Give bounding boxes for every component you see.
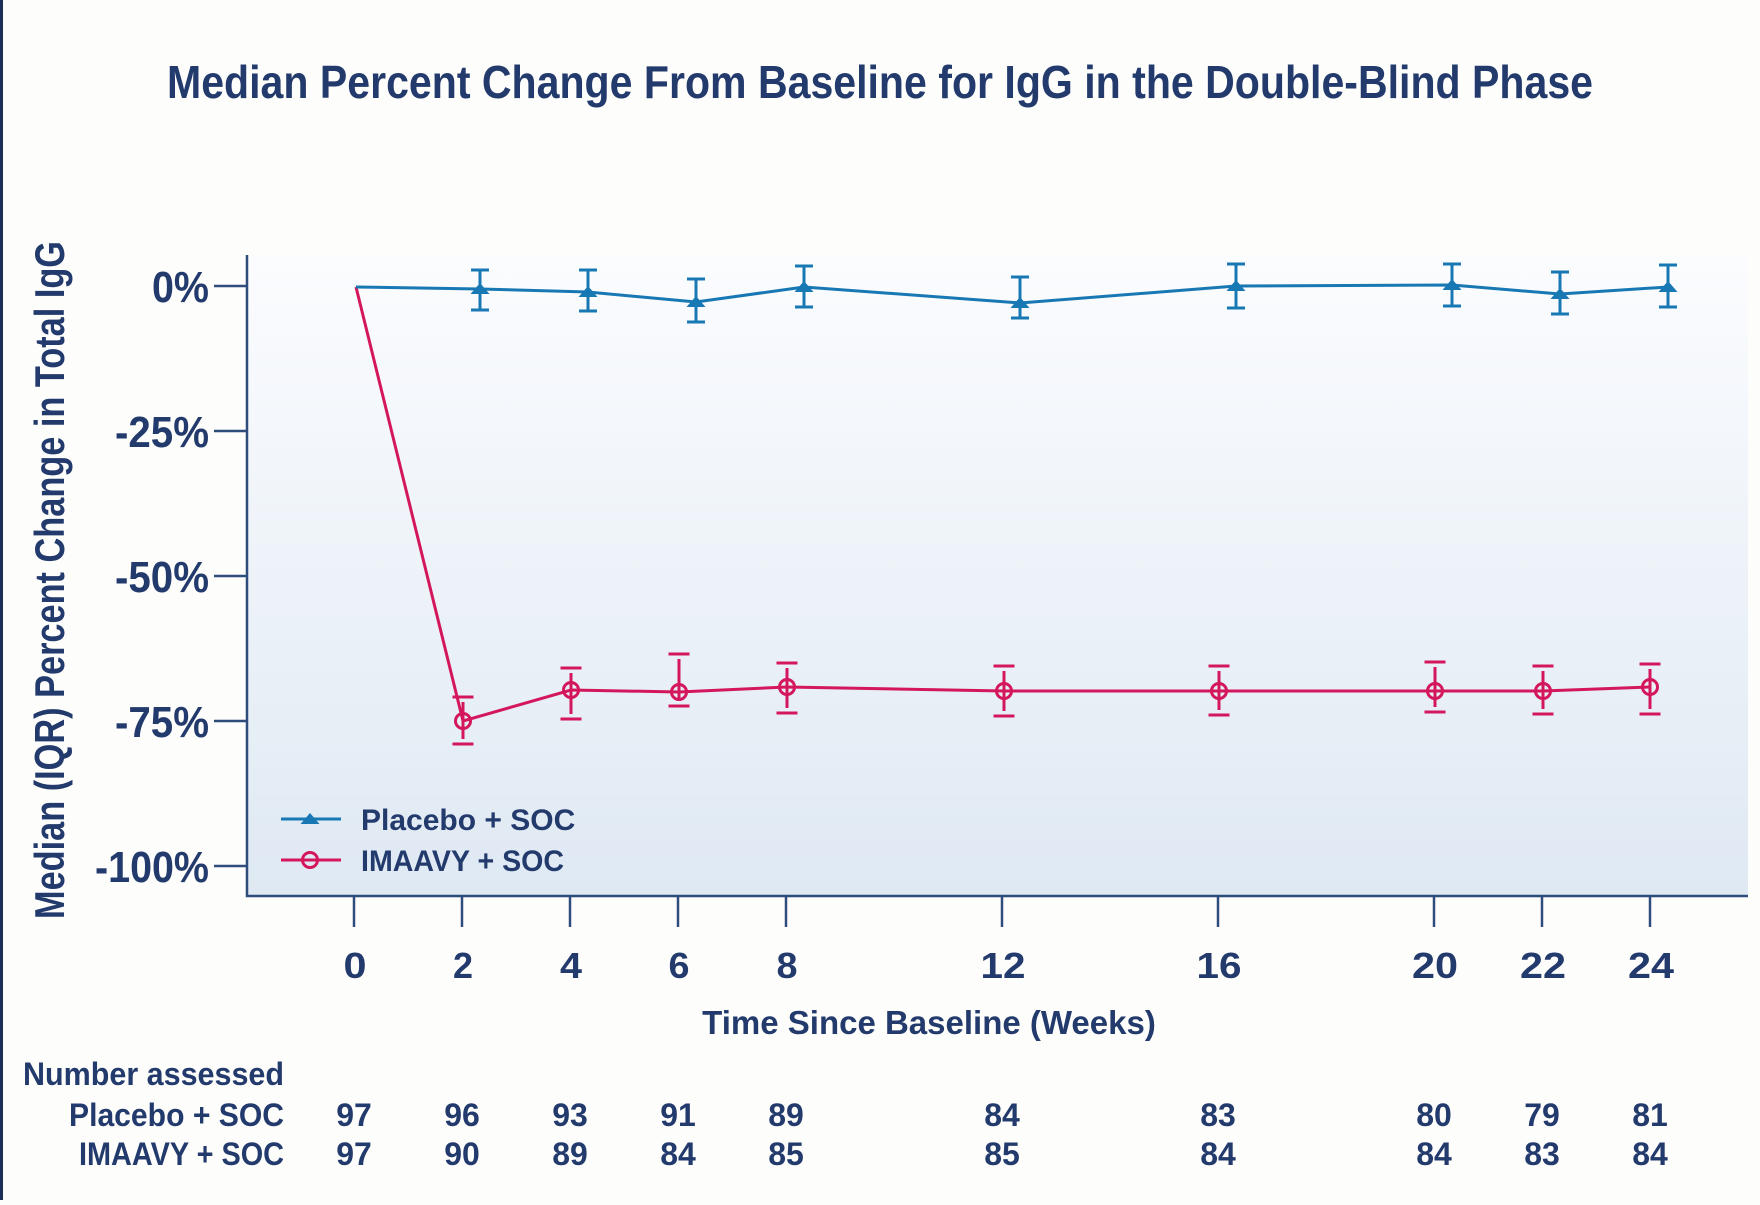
svg-text:84: 84	[1632, 1136, 1668, 1172]
svg-text:0%: 0%	[152, 263, 209, 312]
svg-text:81: 81	[1632, 1097, 1668, 1133]
svg-text:91: 91	[660, 1097, 696, 1133]
svg-text:93: 93	[552, 1097, 588, 1133]
svg-text:83: 83	[1524, 1136, 1560, 1172]
svg-text:84: 84	[1416, 1136, 1452, 1172]
svg-text:Median (IQR) Percent Change in: Median (IQR) Percent Change in Total IgG	[26, 241, 73, 919]
svg-text:IMAAVY + SOC: IMAAVY + SOC	[79, 1136, 284, 1172]
svg-text:97: 97	[336, 1136, 372, 1172]
svg-text:97: 97	[336, 1097, 372, 1133]
svg-text:85: 85	[768, 1136, 804, 1172]
svg-text:20: 20	[1412, 945, 1458, 986]
svg-text:16: 16	[1197, 945, 1242, 986]
svg-text:-100%: -100%	[95, 843, 209, 892]
svg-text:8: 8	[777, 945, 798, 986]
svg-text:24: 24	[1628, 945, 1674, 986]
svg-text:6: 6	[669, 945, 690, 986]
svg-text:89: 89	[768, 1097, 804, 1133]
svg-text:-25%: -25%	[115, 408, 209, 457]
svg-text:84: 84	[984, 1097, 1020, 1133]
svg-text:Placebo + SOC: Placebo + SOC	[69, 1097, 284, 1133]
svg-text:-50%: -50%	[115, 553, 209, 602]
svg-text:83: 83	[1200, 1097, 1236, 1133]
svg-text:Time Since Baseline (Weeks): Time Since Baseline (Weeks)	[702, 1004, 1156, 1041]
svg-text:Number assessed: Number assessed	[23, 1056, 284, 1092]
svg-text:4: 4	[560, 945, 582, 986]
svg-text:80: 80	[1416, 1097, 1452, 1133]
svg-text:79: 79	[1524, 1097, 1560, 1133]
svg-text:96: 96	[444, 1097, 480, 1133]
svg-text:-75%: -75%	[115, 698, 209, 747]
svg-text:12: 12	[981, 945, 1026, 986]
svg-text:IMAAVY + SOC: IMAAVY + SOC	[361, 845, 564, 878]
svg-text:85: 85	[984, 1136, 1020, 1172]
svg-text:89: 89	[552, 1136, 588, 1172]
svg-text:84: 84	[1200, 1136, 1236, 1172]
svg-text:Placebo + SOC: Placebo + SOC	[361, 804, 575, 837]
svg-text:90: 90	[444, 1136, 480, 1172]
svg-text:84: 84	[660, 1136, 696, 1172]
svg-text:2: 2	[453, 945, 473, 986]
svg-text:22: 22	[1520, 945, 1566, 986]
svg-text:0: 0	[344, 945, 367, 986]
svg-text:Median Percent Change From Bas: Median Percent Change From Baseline for …	[167, 56, 1593, 108]
